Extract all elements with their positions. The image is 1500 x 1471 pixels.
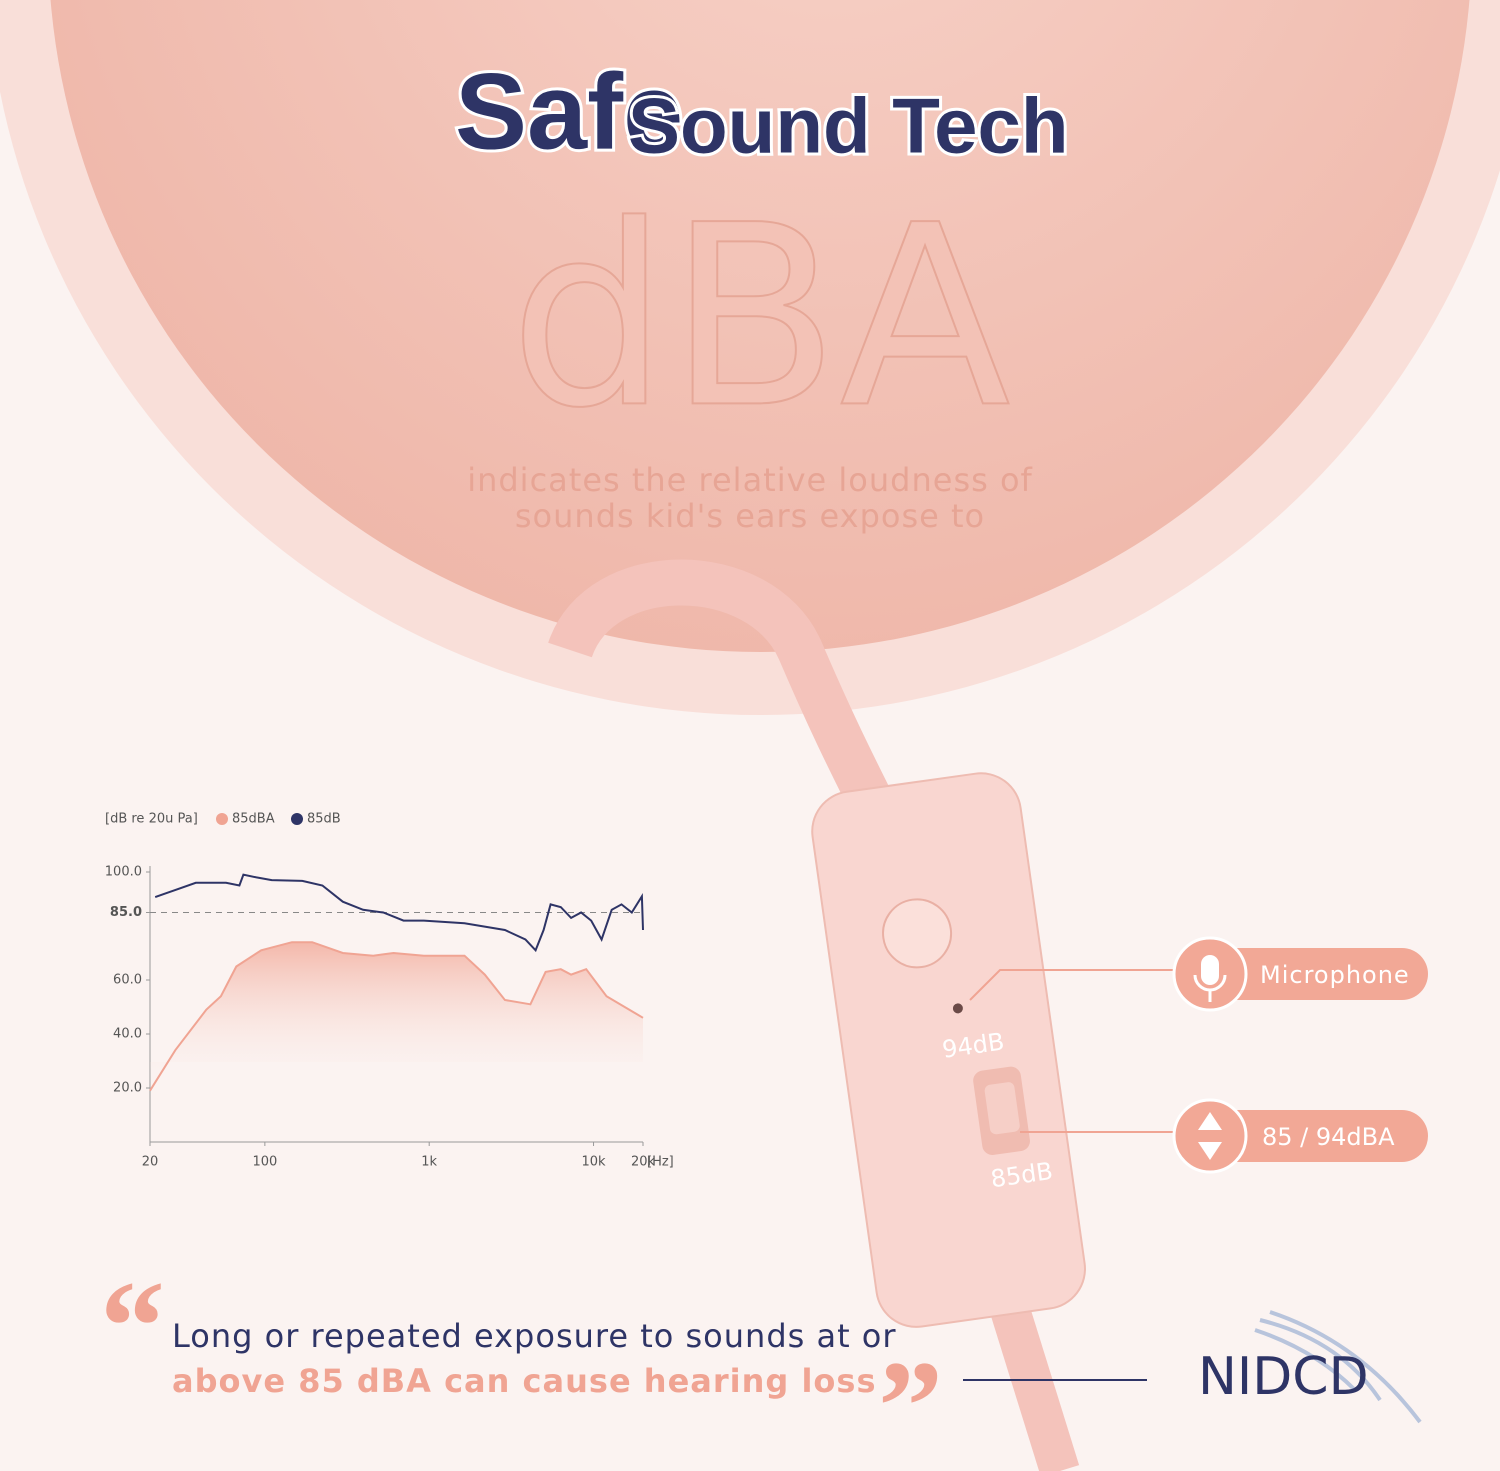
callout-icon: [1172, 1098, 1248, 1174]
quote-line: above 85 dBA can cause hearing loss: [172, 1362, 876, 1400]
x-tick-label: 100: [252, 1155, 277, 1170]
mic-icon: [1201, 955, 1219, 985]
legend-dot: [291, 813, 303, 825]
x-tick-label: 10k: [581, 1155, 606, 1170]
device: 94dB 85dB: [811, 772, 1086, 1328]
y-axis-label: [dB re 20u Pa]: [105, 812, 198, 827]
logo-waves: [1254, 1310, 1422, 1424]
cable: [990, 1304, 1080, 1471]
y-tick-label: 60.0: [113, 973, 142, 988]
quote-mark: ”: [878, 1335, 943, 1471]
x-axis-label: [Hz]: [647, 1155, 674, 1170]
big-label: dBA: [509, 171, 1010, 462]
legend-label: 85dB: [307, 812, 341, 827]
y-tick-label: 40.0: [113, 1027, 142, 1042]
updown-icon: [1198, 1112, 1222, 1160]
callout-text: Microphone: [1260, 961, 1410, 989]
quote-line: Long or repeated exposure to sounds at o…: [172, 1317, 897, 1355]
subtitle: sounds kid's ears expose to: [515, 497, 985, 535]
subtitle: indicates the relative loudness of: [467, 461, 1033, 499]
x-tick-label: 20k: [631, 1155, 656, 1170]
line: [154, 873, 644, 953]
x-tick-label: 1k: [421, 1155, 437, 1170]
y-tick-label: 100.0: [105, 865, 142, 880]
legend-label: 85dBA: [232, 812, 275, 827]
callout-text: 85 / 94dBA: [1262, 1123, 1395, 1151]
logo-text: NIDCD: [1198, 1347, 1369, 1407]
area: [150, 942, 643, 1091]
legend-dot: [216, 813, 228, 825]
quote-mark: “: [100, 1255, 165, 1399]
inner-disk: [50, 0, 1470, 652]
title-a: Safe: [455, 51, 683, 172]
chart: 100.0 85.0 60.0 40.0 20.0 20 100 1k 10k 20k[Hz] [d…: [105, 812, 674, 1170]
y-tick-label: 20.0: [113, 1081, 142, 1096]
title-b: Sound Tech: [628, 82, 1069, 170]
y-tick-label: 85.0: [110, 905, 142, 920]
line: [149, 941, 644, 1092]
x-tick-label: 20: [142, 1155, 159, 1170]
mic-icon: [1193, 974, 1227, 1002]
cable: [548, 559, 891, 811]
leader: [969, 969, 1175, 1001]
